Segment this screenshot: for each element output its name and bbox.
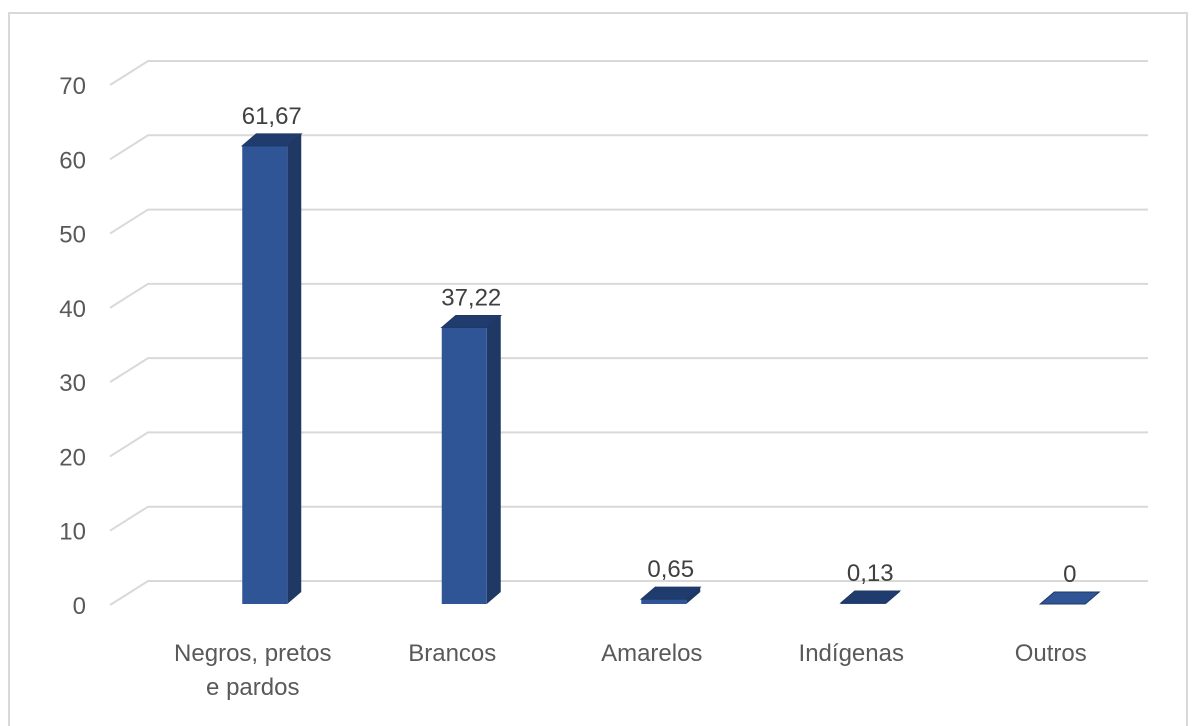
x-category-label: Outros xyxy=(1015,640,1087,667)
y-tick-label: 50 xyxy=(59,222,86,249)
gridline xyxy=(109,431,1148,458)
gridlines xyxy=(109,60,1148,606)
data-label: 61,67 xyxy=(242,103,302,130)
y-tick-label: 10 xyxy=(59,519,86,546)
y-tick-label: 20 xyxy=(59,444,86,471)
chart-frame xyxy=(8,12,1188,726)
data-label: 0,13 xyxy=(847,560,894,587)
bar-top xyxy=(440,315,503,329)
bar-side xyxy=(686,587,701,604)
bar xyxy=(240,133,303,604)
bar-top xyxy=(839,590,902,604)
y-tick-label: 40 xyxy=(59,296,86,323)
x-category-label-line: Indígenas xyxy=(799,640,904,667)
data-label: 0 xyxy=(1063,561,1076,588)
bar-front xyxy=(641,599,687,604)
data-label: 0,65 xyxy=(647,556,694,583)
x-category-label-line: Amarelos xyxy=(601,640,702,667)
bar xyxy=(440,315,503,604)
x-category-label-line: Brancos xyxy=(408,640,496,667)
gridline xyxy=(109,60,1148,86)
gridline xyxy=(109,134,1148,161)
y-tick-label: 0 xyxy=(73,593,86,620)
gridline xyxy=(109,580,1148,606)
gridline xyxy=(109,282,1148,309)
bar-front xyxy=(242,145,288,604)
bar xyxy=(839,590,902,604)
bar-side xyxy=(486,315,501,604)
bar xyxy=(639,586,702,604)
bar-top xyxy=(1038,591,1101,605)
x-category-label: Negros, pretos e pardos xyxy=(174,640,331,701)
data-label: 37,22 xyxy=(441,285,501,312)
bar-top xyxy=(639,586,702,600)
y-tick-label: 70 xyxy=(59,73,86,100)
y-tick-label: 30 xyxy=(59,370,86,397)
gridline xyxy=(109,505,1148,532)
x-category-label-line: e pardos xyxy=(206,674,299,701)
bar-top xyxy=(240,133,303,147)
bars xyxy=(240,133,1101,605)
x-category-label: Indígenas xyxy=(799,640,904,667)
x-category-label-line: Outros xyxy=(1015,640,1087,667)
labels: 0 10 20 30 40 50 60 70 61,67 Negros, pretos e pard… xyxy=(59,73,1086,701)
x-category-label: Brancos xyxy=(408,640,496,667)
y-tick-label: 60 xyxy=(59,147,86,174)
bar-front xyxy=(441,327,487,604)
bar xyxy=(1038,591,1101,605)
bar-side xyxy=(287,133,302,604)
x-category-label-line: Negros, pretos xyxy=(174,640,331,667)
gridline xyxy=(109,208,1148,235)
x-category-label: Amarelos xyxy=(601,640,702,667)
gridline xyxy=(109,357,1148,383)
